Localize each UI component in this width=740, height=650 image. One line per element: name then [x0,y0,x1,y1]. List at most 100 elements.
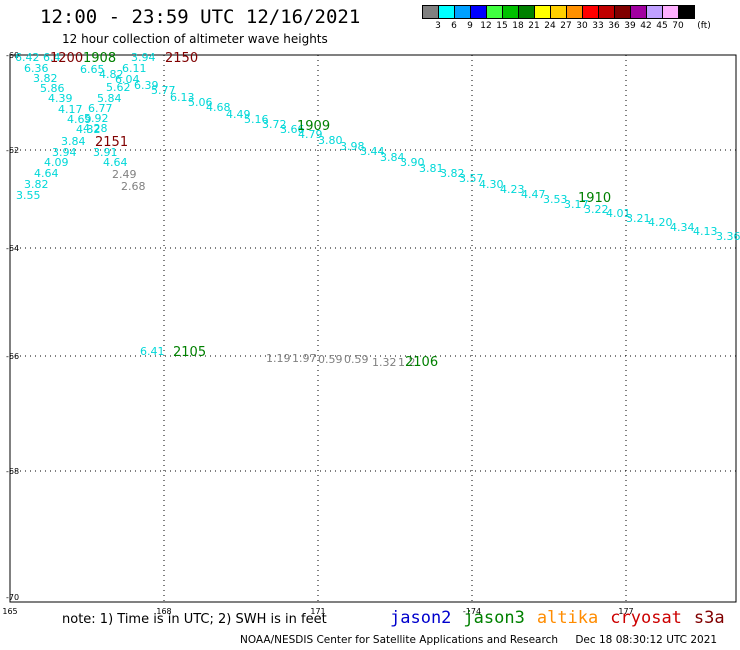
wave-height-value: 4.20 [648,216,673,229]
pass-time-label: 2151 [95,135,128,150]
wave-height-value: 1.97 [292,352,317,365]
satellite-legend-jason3: jason3 [463,608,525,628]
wave-height-value: 1.19 [266,352,291,365]
wave-height-value: 3.82 [440,167,465,180]
wave-height-value: 4.68 [206,101,231,114]
footer-note: note: 1) Time is in UTC; 2) SWH is in fe… [62,612,327,627]
map-frame [9,54,737,603]
wave-height-value: 0.59 [344,353,369,366]
color-legend: 3 6 9 12 15 18 21 24 27 30 33 36 39 42 45 70 (ft) [422,5,711,33]
legend-label: 18 [512,21,524,31]
wave-height-value: 4.47 [521,188,546,201]
legend-label: 6 [451,21,457,31]
wave-height-value: 2.68 [121,180,146,193]
wave-height-value: 3.53 [543,193,568,206]
pass-time-label: 2150 [165,51,198,66]
wave-height-value: 3.98 [340,140,365,153]
pass-time-label: 2105 [173,345,206,360]
wave-height-value: 4.82 [99,68,124,81]
page-title: 12:00 - 23:59 UTC 12/16/2021 [40,6,361,28]
wave-height-value: 3.91 [93,146,118,159]
wave-height-value: 4.64 [34,167,59,180]
wave-height-value: 3.17 [564,198,589,211]
pass-time-label: 1910 [578,191,611,206]
wave-height-value: 2.49 [112,168,137,181]
wave-height-value: 4.39 [48,92,73,105]
wave-height-labels: 6.42 6.46.363.825.864.394.174.694.323.843… [15,51,740,370]
wave-height-value: 4.23 [500,183,525,196]
wave-height-value: 6.77 [88,102,113,115]
wave-height-value: 4.32 [76,123,101,136]
lon-tick-label: 165 [2,607,17,616]
wave-height-value: 3.81 [419,162,444,175]
wave-height-value: 3.84 [61,135,86,148]
pass-time-label: 1908 [83,51,116,66]
pass-time-label: 1200 [50,51,83,66]
wave-height-value: 4.13 [693,225,718,238]
wave-height-value: 6.65 [80,63,105,76]
wave-height-value: 6.39 [134,79,159,92]
legend-labels: 3 6 9 12 15 18 21 24 27 30 33 36 39 42 45 70 (ft) [422,19,711,33]
wave-height-value: 5.62 [106,81,131,94]
legend-label: 33 [592,21,604,31]
wave-height-value: 5.77 [151,84,176,97]
wave-height-value: 5.86 [40,82,65,95]
wave-height-value: 3.94 [52,146,77,159]
legend-swatches [422,5,695,19]
wave-height-value: 3.90 [400,156,425,169]
lat-tick-label: -70 [6,593,19,602]
pass-time-label: 2106 [405,355,438,370]
lat-tick-label: -62 [6,146,19,155]
legend-label: 36 [608,21,620,31]
satellite-legend-cryosat: cryosat [610,608,682,628]
wave-height-value: 6.4 [43,51,61,64]
legend-label: 30 [576,21,588,31]
lat-tick-label: -66 [6,352,19,361]
wave-height-value: 3.82 [33,72,58,85]
legend-label: 42 [640,21,652,31]
legend-label: 3 [435,21,441,31]
wave-height-value: 6.13 [170,91,195,104]
credit-line: NOAA/NESDIS Center for Satellite Applica… [240,634,731,646]
wave-height-value: 3.82 [24,178,49,191]
wave-height-value: 3.22 [584,203,609,216]
legend-label: 27 [560,21,572,31]
legend-label: 45 [656,21,668,31]
wave-height-value: 3.80 [318,134,343,147]
lon-tick-label: 171 [310,607,325,616]
wave-height-value: 4.01 [606,207,631,220]
wave-height-value: 5.84 [97,92,122,105]
credit-org: NOAA/NESDIS Center for Satellite Applica… [240,634,558,646]
legend-label: 70 [672,21,684,31]
satellite-legend-altika: altika [536,608,599,628]
wave-height-value: 3.94 [131,51,156,64]
generated-timestamp: Dec 18 08:30:12 UTC 2021 [575,634,718,646]
page-subtitle: 12 hour collection of altimeter wave hei… [62,32,328,46]
lon-tick-label: 177 [618,607,633,616]
wave-height-value: 4.79 [298,128,323,141]
lon-tick-label: -174 [463,607,481,616]
wave-height-value: 4.34 [670,221,695,234]
legend-label: 15 [496,21,508,31]
axis-labels: 165 168 171 -174 177 -60 -62 -64 -66 -68 -70 [2,51,633,616]
wave-height-value: 6.41 [140,345,165,358]
satellite-legend-jason2: jason2 [390,608,452,628]
satellite-legend-s3a: s3a [693,608,725,628]
map-grid [10,55,736,602]
wave-height-value: 1.32 [372,356,397,369]
lat-tick-label: -68 [6,467,19,476]
wave-height-value: 4.30 [479,178,504,191]
wave-height-value: 4.28 [83,122,108,135]
legend-label: 9 [467,21,473,31]
wave-height-value: 3.44 [360,145,385,158]
wave-height-value: 5.92 [84,112,109,125]
wave-height-value: 4.69 [67,113,92,126]
wave-height-value: 3.84 [380,151,405,164]
wave-height-value: 3.21 [626,212,651,225]
wave-height-value: 4.17 [58,103,83,116]
wave-height-value: 6.04 [115,73,140,86]
wave-height-value: 3.72 [262,118,287,131]
lon-tick-label: 168 [156,607,171,616]
legend-label: 39 [624,21,636,31]
